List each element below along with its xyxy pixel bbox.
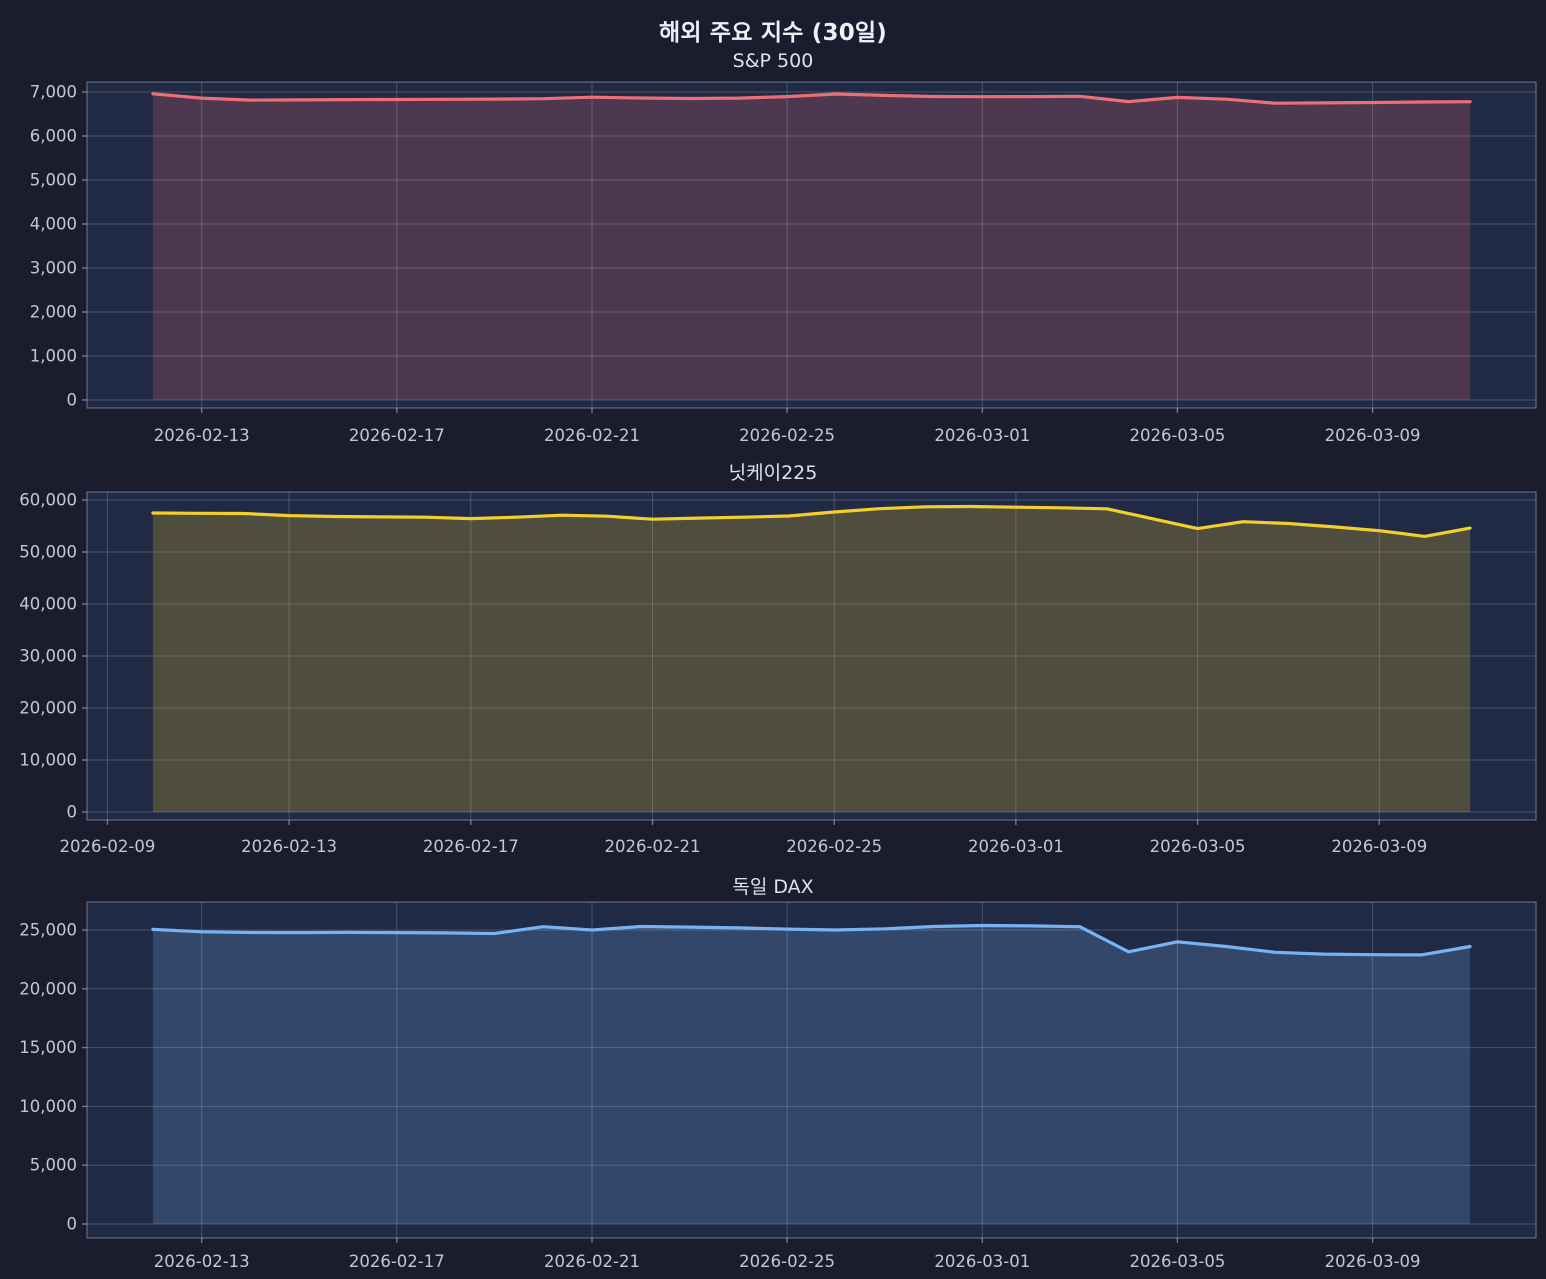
- nikkei225-y-tick-label: 60,000: [19, 491, 77, 510]
- nikkei225-x-tick-label: 2026-02-13: [241, 837, 337, 856]
- sp500-y-tick-label: 6,000: [30, 127, 77, 146]
- sp500-tick-labels: 2026-02-13 2026-02-17 2026-02-21 2026-02-25…: [30, 83, 1421, 446]
- dax-x-tick-label: 2026-03-01: [934, 1252, 1030, 1271]
- nikkei225-x-tick-label: 2026-02-17: [423, 837, 519, 856]
- sp500-y-tick-label: 5,000: [30, 171, 77, 190]
- nikkei225-x-tick-label: 2026-03-05: [1150, 837, 1246, 856]
- dax-y-tick-label: 0: [67, 1215, 78, 1234]
- dax-x-tick-label: 2026-03-05: [1129, 1252, 1225, 1271]
- dax-plot-border: [86, 901, 1537, 1239]
- sp500-y-tick-label: 1,000: [30, 347, 77, 366]
- dax-plot-area: [87, 902, 1536, 1238]
- dax-y-tick-label: 15,000: [19, 1038, 77, 1057]
- dax-y-tick-label: 5,000: [30, 1156, 77, 1175]
- nikkei225-line: [151, 504, 1472, 538]
- dax-chart: 2026-02-13 2026-02-17 2026-02-21 2026-02-25…: [19, 901, 1537, 1272]
- dax-y-tick-label: 25,000: [19, 921, 77, 940]
- dax-x-tick-label: 2026-02-17: [349, 1252, 445, 1271]
- nikkei225-tick-marks: [82, 499, 1380, 825]
- sp500-x-tick-label: 2026-02-13: [154, 426, 250, 445]
- sp500-chart: 2026-02-13 2026-02-17 2026-02-21 2026-02-25…: [30, 81, 1537, 446]
- nikkei225-tick-labels: 2026-02-09 2026-02-13 2026-02-17 2026-02-21…: [19, 491, 1427, 857]
- nikkei225-y-tick-label: 20,000: [19, 699, 77, 718]
- dax-x-tick-label: 2026-02-25: [739, 1252, 835, 1271]
- nikkei225-y-tick-label: 40,000: [19, 595, 77, 614]
- dax-x-tick-label: 2026-02-21: [544, 1252, 640, 1271]
- sp500-tick-marks: [82, 91, 1374, 413]
- nikkei225-x-tick-label: 2026-02-21: [605, 837, 701, 856]
- nikkei225-x-tick-label: 2026-02-09: [59, 837, 155, 856]
- dax-y-tick-label: 20,000: [19, 979, 77, 998]
- sp500-y-tick-label: 7,000: [30, 83, 77, 102]
- nikkei225-area-fill: [152, 506, 1471, 812]
- nikkei225-gridlines: [87, 492, 1536, 820]
- sp500-x-tick-label: 2026-02-21: [544, 426, 640, 445]
- page-title: 해외 주요 지수 (30일): [659, 20, 887, 46]
- sp500-y-tick-label: 0: [67, 391, 78, 410]
- sp500-plot-area: [87, 82, 1536, 408]
- sp500-x-tick-label: 2026-02-17: [349, 426, 445, 445]
- sp500-area-fill: [152, 93, 1471, 401]
- dax-tick-marks: [82, 929, 1374, 1243]
- sp500-y-tick-label: 3,000: [30, 259, 77, 278]
- dax-tick-labels: 2026-02-13 2026-02-17 2026-02-21 2026-02-25…: [19, 921, 1420, 1272]
- dax-chart-title: 독일 DAX: [732, 876, 814, 898]
- dax-x-tick-label: 2026-02-13: [154, 1252, 250, 1271]
- dax-x-tick-label: 2026-03-09: [1325, 1252, 1421, 1271]
- sp500-plot-border: [86, 81, 1537, 409]
- dax-gridlines: [87, 902, 1536, 1238]
- nikkei225-plot-area: [87, 492, 1536, 820]
- sp500-x-tick-label: 2026-03-09: [1325, 426, 1421, 445]
- nikkei225-y-tick-label: 10,000: [19, 751, 77, 770]
- nikkei-chart-title: 닛케이225: [728, 462, 818, 484]
- sp500-x-tick-label: 2026-03-01: [934, 426, 1030, 445]
- nikkei225-x-tick-label: 2026-03-01: [968, 837, 1064, 856]
- sp500-chart-title: S&P 500: [732, 50, 814, 72]
- sp500-line: [151, 92, 1472, 105]
- nikkei225-x-tick-label: 2026-03-09: [1331, 837, 1427, 856]
- nikkei225-y-tick-label: 50,000: [19, 543, 77, 562]
- dax-y-tick-label: 10,000: [19, 1097, 77, 1116]
- nikkei225-x-tick-label: 2026-02-25: [786, 837, 882, 856]
- sp500-x-tick-label: 2026-02-25: [739, 426, 835, 445]
- nikkei225-y-tick-label: 30,000: [19, 647, 77, 666]
- dax-line: [151, 923, 1472, 957]
- sp500-y-tick-label: 2,000: [30, 303, 77, 322]
- sp500-x-tick-label: 2026-03-05: [1129, 426, 1225, 445]
- nikkei225-chart: 2026-02-09 2026-02-13 2026-02-17 2026-02-21…: [19, 491, 1537, 857]
- sp500-y-tick-label: 4,000: [30, 215, 77, 234]
- dax-area-fill: [152, 925, 1471, 1224]
- sp500-gridlines: [87, 82, 1536, 408]
- nikkei225-y-tick-label: 0: [67, 803, 78, 822]
